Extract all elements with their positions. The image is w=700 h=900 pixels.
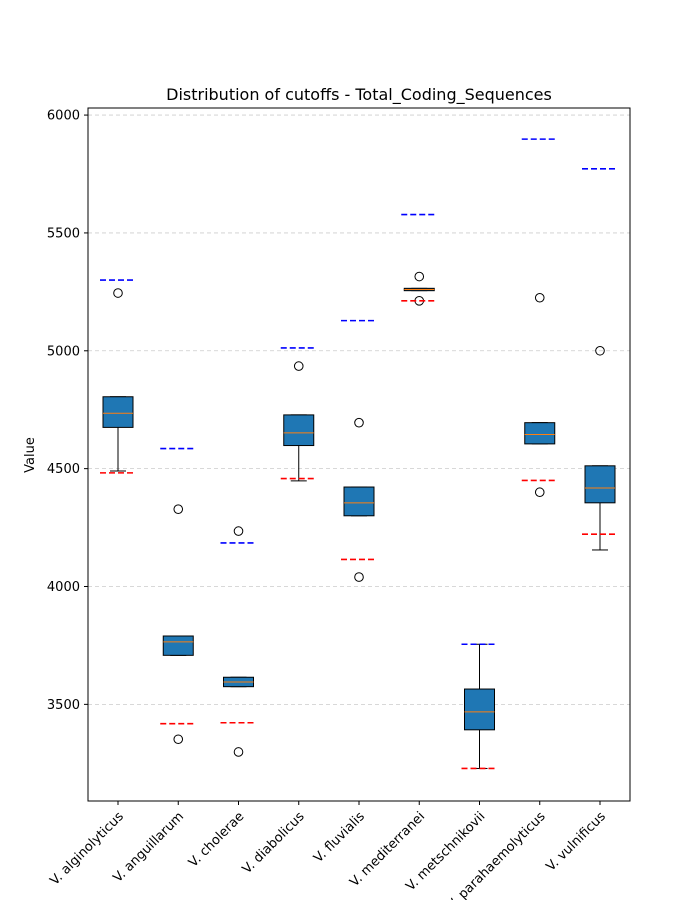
iqr-box xyxy=(162,635,194,656)
gridlines xyxy=(88,114,630,705)
outlier-point xyxy=(414,271,425,282)
box-group xyxy=(401,213,438,306)
iqr-box xyxy=(464,688,495,731)
outlier-point xyxy=(534,292,545,303)
box-group xyxy=(220,526,257,757)
y-tick-label: 4000 xyxy=(47,580,80,595)
box-group xyxy=(521,138,558,498)
box-group xyxy=(280,347,317,482)
outlier-point xyxy=(354,417,364,428)
outlier-point xyxy=(173,734,184,745)
box-group xyxy=(160,447,197,745)
y-axis: 3500 4000 4500 5000 5500 6000 xyxy=(47,109,88,713)
box-group xyxy=(100,279,136,474)
outlier-point xyxy=(595,345,605,356)
iqr-box xyxy=(102,396,134,428)
box-group xyxy=(461,643,498,770)
y-tick-label: 5000 xyxy=(47,344,80,359)
y-tick-label: 6000 xyxy=(47,109,80,124)
box-series xyxy=(100,138,618,770)
outlier-point xyxy=(534,487,545,498)
y-tick-label: 4500 xyxy=(47,462,80,477)
outlier-point xyxy=(293,361,304,371)
box-group xyxy=(341,319,377,582)
box-group xyxy=(582,168,618,551)
iqr-box xyxy=(343,486,375,517)
iqr-box xyxy=(283,414,315,447)
iqr-box xyxy=(584,465,616,504)
outlier-point xyxy=(113,288,123,298)
iqr-box xyxy=(524,422,556,445)
y-tick-label: 3500 xyxy=(47,698,80,713)
outlier-point xyxy=(233,747,244,757)
outlier-point xyxy=(233,526,244,536)
chart-title: Distribution of cutoffs - Total_Coding_S… xyxy=(166,85,552,105)
outlier-point xyxy=(354,572,364,582)
y-axis-label: Value xyxy=(23,437,38,473)
outlier-point xyxy=(173,504,184,514)
y-tick-label: 5500 xyxy=(47,226,80,241)
